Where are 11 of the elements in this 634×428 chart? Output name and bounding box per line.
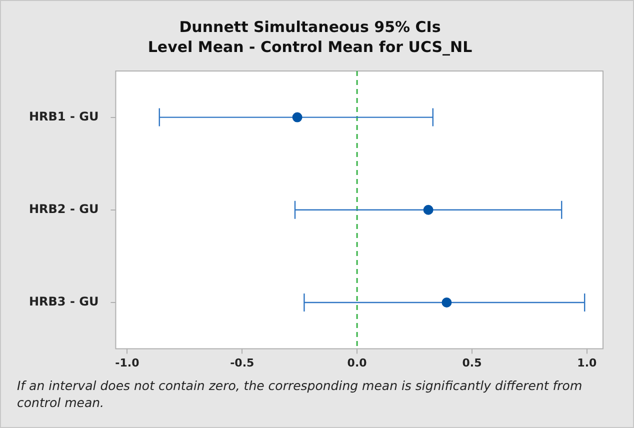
chart-subtitle: Level Mean - Control Mean for UCS_NL xyxy=(148,38,473,56)
text: If an interval does not contain zero, the corresponding mean is significantly different from control mean. xyxy=(17,377,584,411)
x-tick-label: -0.5 xyxy=(230,356,254,370)
x-tick-label: 0.0 xyxy=(347,356,368,370)
y-tick-label: HRB3 - GU xyxy=(28,294,99,309)
x-tick-label: 1.0 xyxy=(577,356,597,370)
x-tick-label: 0.5 xyxy=(462,356,482,370)
x-tick-label: -1.0 xyxy=(115,356,140,370)
chart-title: Dunnett Simultaneous 95% CIs xyxy=(179,18,441,36)
y-tick-label: HRB1 - GU xyxy=(28,109,99,124)
y-tick-label: HRB2 - GU xyxy=(28,202,99,216)
